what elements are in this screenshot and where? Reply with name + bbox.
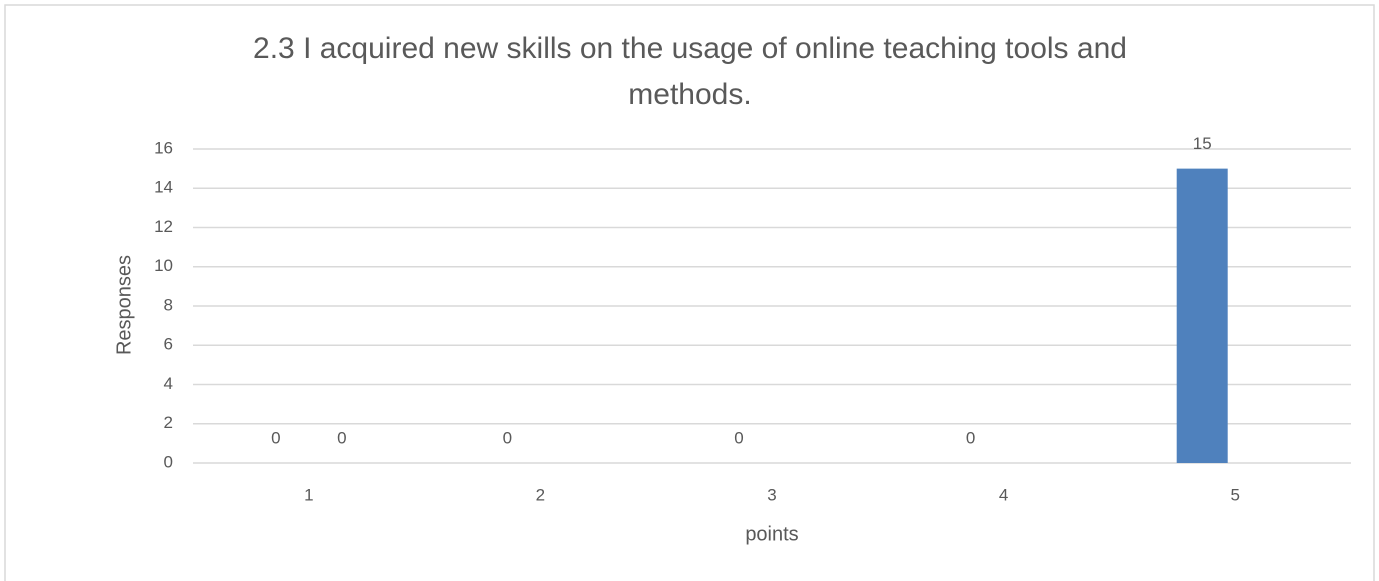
- data-label: 0: [271, 428, 280, 447]
- data-label: 0: [734, 428, 743, 447]
- y-tick-label: 12: [154, 217, 173, 236]
- x-tick-label: 1: [304, 485, 313, 504]
- bar: [1176, 168, 1228, 463]
- data-label: 0: [966, 428, 975, 447]
- x-axis-label: points: [745, 523, 798, 545]
- data-label: 15: [1193, 134, 1212, 153]
- x-tick-label: 4: [999, 485, 1008, 504]
- y-axis-label: Responses: [113, 255, 135, 355]
- chart-title: methods.: [628, 78, 751, 111]
- data-label: 0: [503, 428, 512, 447]
- y-tick-label: 4: [164, 374, 173, 393]
- data-label: 0: [337, 428, 346, 447]
- y-tick-label: 10: [154, 256, 173, 275]
- y-tick-label: 6: [164, 335, 173, 354]
- y-tick-label: 0: [164, 452, 173, 471]
- chart-frame: [4, 4, 1375, 581]
- x-tick-label: 2: [536, 485, 545, 504]
- y-tick-label: 8: [164, 295, 173, 314]
- y-tick-label: 14: [154, 178, 173, 197]
- y-tick-label: 16: [154, 138, 173, 157]
- y-tick-label: 2: [164, 413, 173, 432]
- chart-title: 2.3 I acquired new skills on the usage o…: [253, 32, 1127, 65]
- x-tick-label: 5: [1230, 485, 1239, 504]
- x-tick-label: 3: [767, 485, 776, 504]
